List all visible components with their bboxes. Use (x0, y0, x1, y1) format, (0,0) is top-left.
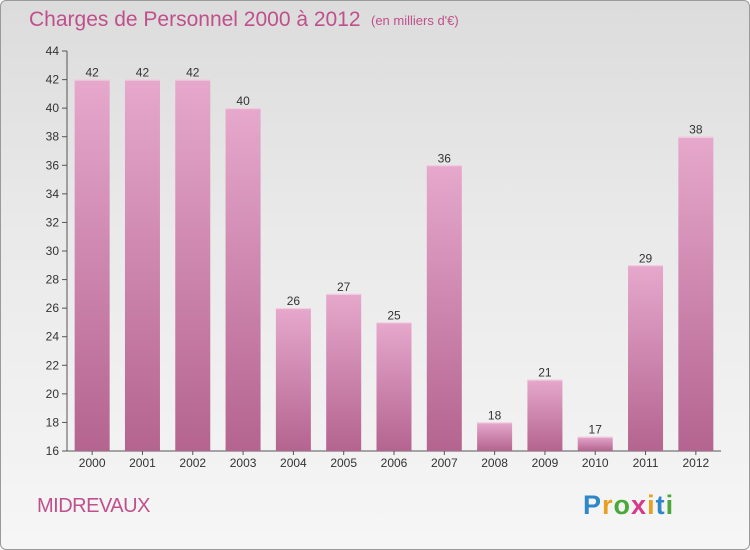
bar-value-label: 42 (136, 66, 150, 80)
bar-value-label: 42 (186, 66, 200, 80)
x-tick-label: 2010 (582, 456, 609, 470)
logo-letter: P (583, 490, 603, 520)
x-tick-label: 2002 (179, 456, 206, 470)
y-tick-label: 36 (46, 158, 60, 172)
bar-value-label: 40 (236, 94, 250, 108)
x-tick-label: 2012 (682, 456, 709, 470)
x-tick-label: 2008 (481, 456, 508, 470)
logo-letter: o (613, 490, 632, 520)
bar (225, 108, 261, 452)
y-tick-label: 32 (46, 215, 60, 229)
bar (426, 165, 462, 452)
bar (628, 265, 664, 451)
y-tick-label: 28 (46, 273, 60, 287)
chart-bars (74, 79, 714, 452)
y-tick-label: 38 (46, 130, 60, 144)
chart-subtitle: (en milliers d'€) (371, 13, 459, 28)
logo-letter: i (647, 490, 656, 520)
bar (527, 379, 563, 451)
bar-value-label: 38 (689, 123, 703, 137)
bar (477, 422, 513, 451)
x-tick-label: 2005 (330, 456, 357, 470)
y-tick-label: 34 (46, 187, 60, 201)
x-tick-label: 2011 (633, 456, 659, 470)
bar (376, 322, 412, 451)
bar (577, 436, 613, 451)
y-tick-label: 24 (46, 330, 60, 344)
bar-value-label: 26 (287, 294, 301, 308)
y-tick-label: 16 (46, 444, 60, 458)
logo-letter: x (631, 490, 648, 520)
y-tick-label: 20 (46, 387, 60, 401)
place-name: MIDREVAUX (37, 495, 150, 517)
bar-value-label: 25 (387, 308, 401, 322)
bar-value-label: 27 (337, 280, 351, 294)
logo-letter: t (655, 490, 666, 520)
chart-title: Charges de Personnel 2000 à 2012 (29, 8, 361, 31)
bar-value-label: 29 (639, 251, 653, 265)
bar (74, 79, 110, 452)
x-tick-label: 2001 (129, 456, 156, 470)
chart-labels: 42 2000 42 2001 42 2002 40 2003 26 2004 27 2005 25 20… (79, 66, 710, 470)
bar-value-label: 36 (438, 151, 452, 165)
x-tick-label: 2004 (280, 456, 307, 470)
bar (678, 136, 714, 451)
bar-value-label: 42 (85, 66, 99, 80)
y-tick-label: 26 (46, 301, 60, 315)
y-tick-label: 18 (46, 415, 60, 429)
x-tick-label: 2006 (381, 456, 408, 470)
x-tick-label: 2009 (532, 456, 559, 470)
y-tick-label: 42 (46, 73, 60, 87)
x-tick-label: 2000 (79, 456, 106, 470)
y-tick-label: 30 (46, 244, 60, 258)
bar (124, 79, 160, 452)
bar (275, 308, 311, 451)
bar (326, 293, 362, 451)
logo-letter: r (602, 490, 614, 520)
bar-value-label: 21 (538, 366, 552, 380)
y-tick-label: 40 (46, 101, 60, 115)
y-tick-label: 22 (46, 358, 60, 372)
x-tick-label: 2003 (230, 456, 257, 470)
bar-value-label: 18 (488, 408, 502, 422)
bar (175, 79, 211, 452)
y-tick-label: 44 (46, 44, 60, 58)
proxiti-logo: Proxiti (583, 490, 674, 521)
bar-value-label: 17 (589, 423, 603, 437)
x-tick-label: 2007 (431, 456, 458, 470)
logo-letter: i (665, 490, 675, 520)
